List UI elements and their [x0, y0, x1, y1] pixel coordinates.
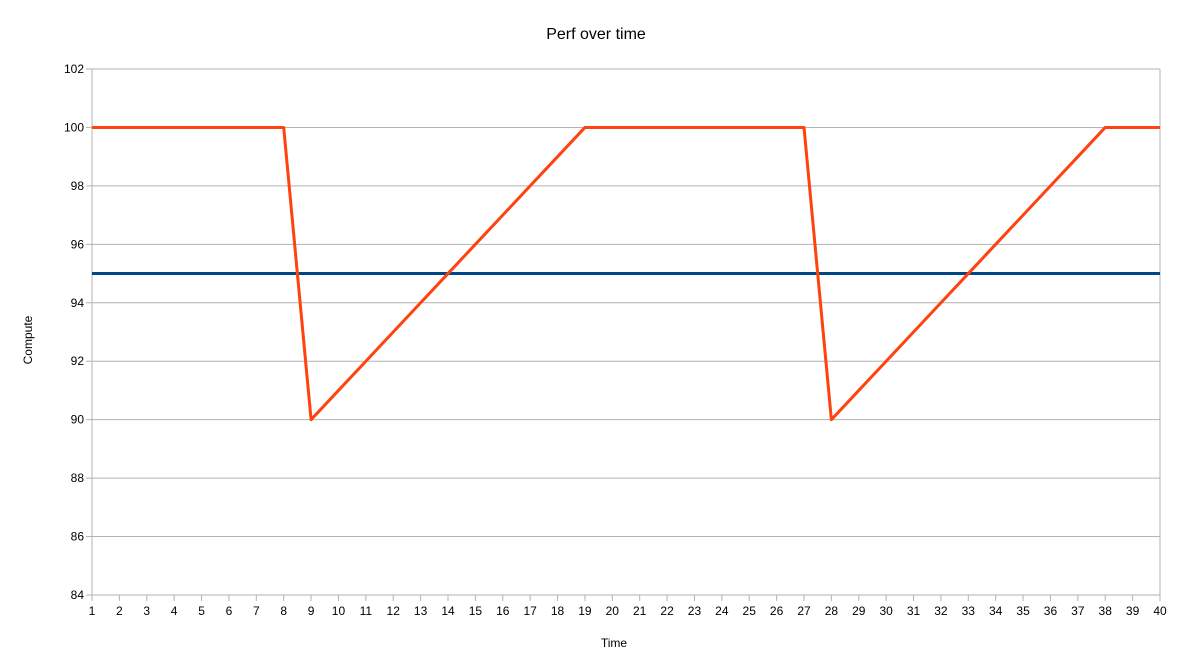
x-tick-label: 36 [1044, 604, 1058, 618]
y-tick-label: 88 [71, 471, 85, 485]
gridlines [92, 68, 1160, 596]
x-tick-label: 22 [660, 604, 674, 618]
x-tick-label: 5 [198, 604, 205, 618]
x-tick-label: 9 [308, 604, 315, 618]
x-tick-label: 30 [879, 604, 893, 618]
x-tick-label: 17 [523, 604, 537, 618]
x-tick-label: 18 [551, 604, 565, 618]
x-tick-label: 11 [360, 604, 373, 618]
x-tick-label: 20 [606, 604, 620, 618]
x-tick-label: 26 [770, 604, 784, 618]
y-tick-label: 94 [71, 296, 85, 310]
x-tick-label: 16 [496, 604, 510, 618]
x-tick-label: 6 [226, 604, 233, 618]
x-tick-label: 35 [1016, 604, 1030, 618]
y-tick-label: 92 [71, 354, 85, 368]
y-tick-label: 102 [64, 62, 84, 76]
x-tick-label: 31 [907, 604, 921, 618]
x-tick-label: 13 [414, 604, 428, 618]
x-tick-label: 7 [253, 604, 260, 618]
x-tick-label: 21 [633, 604, 647, 618]
x-tick-label: 2 [116, 604, 123, 618]
y-tick-label: 96 [71, 237, 85, 251]
x-tick-label: 24 [715, 604, 729, 618]
x-tick-label: 40 [1153, 604, 1167, 618]
x-tick-label: 12 [387, 604, 401, 618]
x-tick-label: 4 [171, 604, 178, 618]
x-tick-label: 25 [743, 604, 757, 618]
y-tick-label: 90 [71, 413, 85, 427]
x-tick-label: 8 [280, 604, 287, 618]
x-tick-label: 27 [797, 604, 811, 618]
x-tick-label: 34 [989, 604, 1003, 618]
series-layer [92, 125, 1160, 422]
x-tick-label: 28 [825, 604, 839, 618]
x-tick-label: 19 [578, 604, 592, 618]
x-tick-label: 37 [1071, 604, 1085, 618]
x-tick-label: 33 [962, 604, 976, 618]
axes [86, 68, 1161, 601]
x-tick-label: 38 [1099, 604, 1113, 618]
y-tick-label: 86 [71, 530, 85, 544]
x-tick-label: 14 [441, 604, 455, 618]
y-tick-label: 84 [71, 588, 85, 602]
y-tick-label: 98 [71, 179, 85, 193]
x-tick-label: 29 [852, 604, 866, 618]
y-tick-label: 100 [64, 120, 84, 134]
x-tick-label: 15 [469, 604, 483, 618]
x-axis-label: Time [601, 636, 628, 650]
chart-title: Perf over time [546, 26, 646, 43]
series-line-1 [92, 125, 1160, 422]
x-tick-label: 1 [89, 604, 96, 618]
x-tick-label: 3 [143, 604, 150, 618]
x-tick-label: 23 [688, 604, 702, 618]
x-tick-label: 10 [332, 604, 346, 618]
x-tick-label: 32 [934, 604, 948, 618]
x-tick-label: 39 [1126, 604, 1140, 618]
y-axis-label: Compute [21, 315, 35, 364]
